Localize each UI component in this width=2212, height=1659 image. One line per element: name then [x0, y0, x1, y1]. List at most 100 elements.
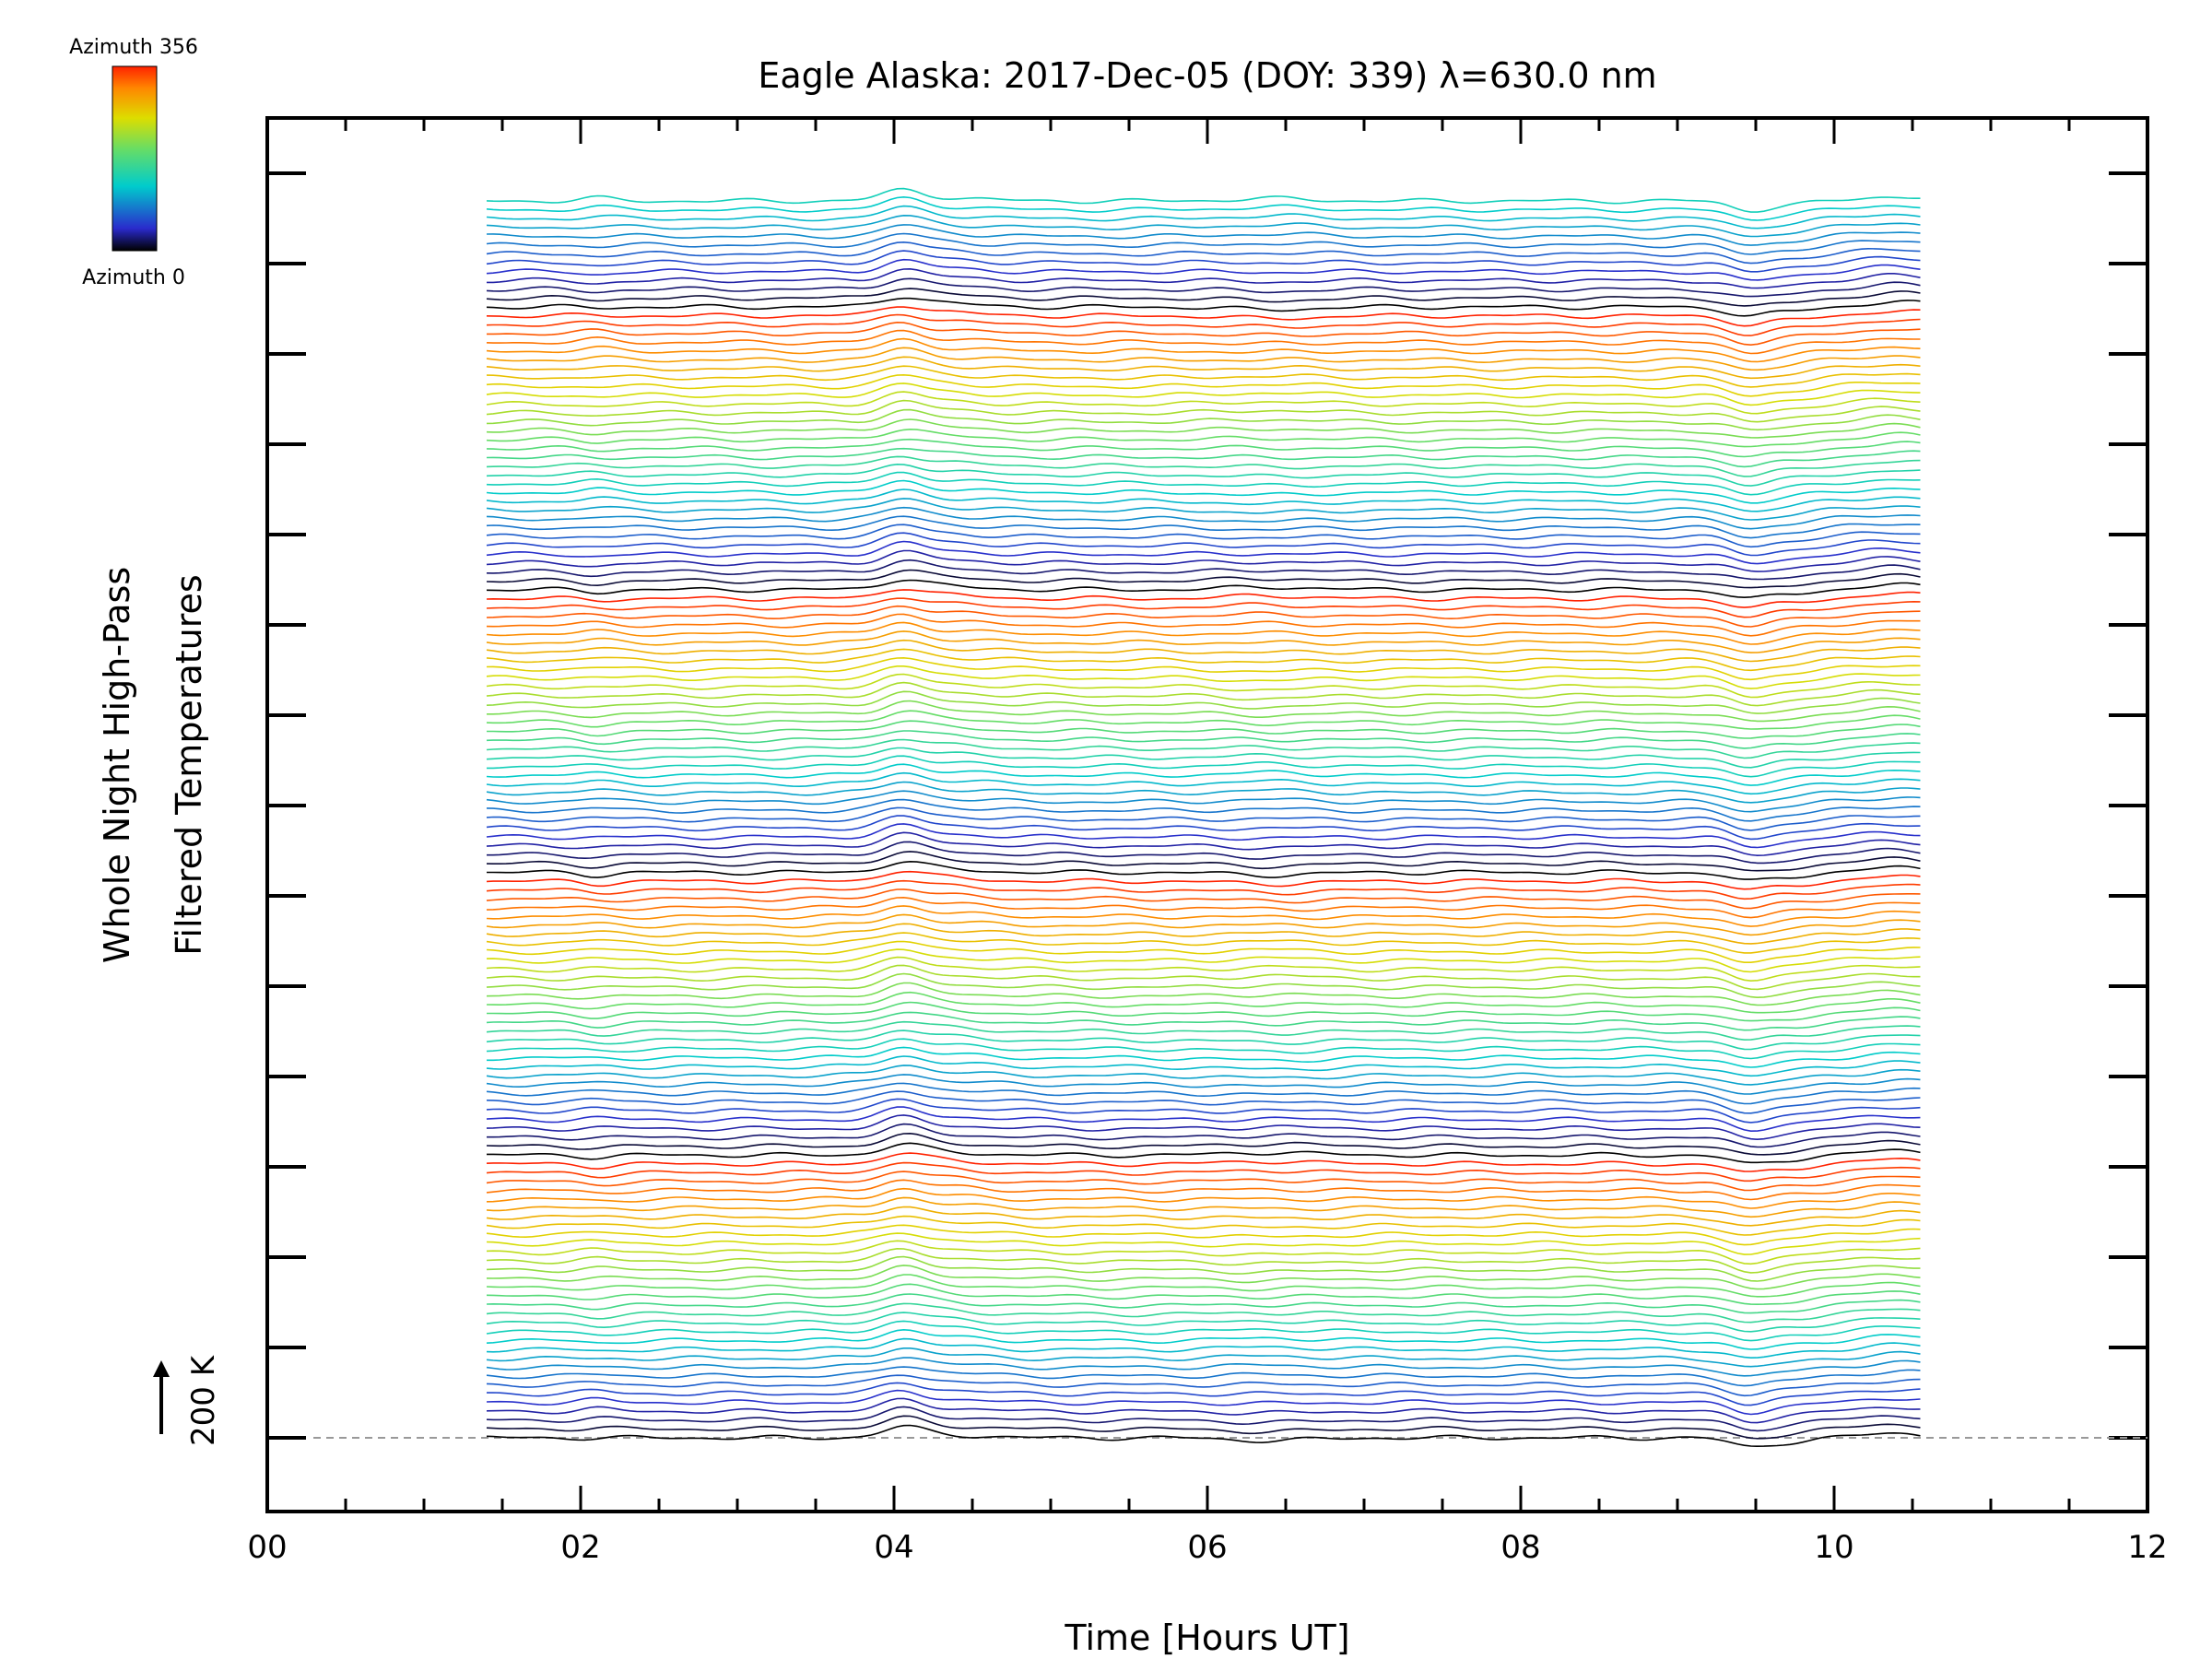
trace-line [486, 373, 1921, 397]
trace-line [486, 391, 1921, 415]
trace-line [486, 438, 1921, 458]
trace-line [486, 579, 1921, 599]
trace-line [486, 1196, 1921, 1218]
x-tick-label: 12 [2127, 1529, 2167, 1566]
trace-line [486, 896, 1921, 919]
trace-line [486, 1171, 1921, 1192]
trace-line [486, 524, 1921, 548]
trace-line [486, 932, 1921, 954]
trace-line [486, 1020, 1921, 1041]
trace-line [486, 1082, 1921, 1105]
trace-line [486, 399, 1921, 423]
trace-line [486, 479, 1921, 504]
trace-line [486, 1389, 1921, 1416]
trace-line [486, 532, 1921, 557]
trace-line [486, 1382, 1921, 1406]
trace-line [486, 964, 1921, 991]
trace-line [486, 972, 1921, 999]
trace-line [486, 1011, 1921, 1031]
trace-line [486, 288, 1921, 307]
trace-line [486, 589, 1921, 608]
trace-line [487, 860, 1921, 880]
trace-line [486, 1090, 1921, 1114]
trace-line [486, 1240, 1921, 1265]
trace-line [486, 1337, 1921, 1359]
trace-line [486, 905, 1921, 927]
trace-line [486, 605, 1921, 628]
scale-marker: 200 K [153, 1354, 222, 1446]
trace-line [486, 913, 1921, 936]
trace-line [486, 771, 1921, 795]
trace-line [486, 1224, 1921, 1246]
trace-line [486, 1030, 1921, 1051]
trace-line [486, 982, 1921, 1006]
trace-line [486, 1320, 1921, 1342]
trace-line [486, 639, 1921, 663]
trace-line [486, 1114, 1921, 1141]
trace-line [486, 1293, 1921, 1314]
trace-line [486, 798, 1921, 822]
x-tick-label: 06 [1187, 1529, 1227, 1566]
trace-line [486, 1074, 1921, 1095]
trace-line [486, 1055, 1921, 1077]
trace-line [486, 347, 1921, 371]
trace-line [486, 515, 1921, 539]
trace-line [486, 1397, 1921, 1424]
trace-line [486, 597, 1921, 618]
trace-line [486, 1328, 1921, 1350]
trace-line [486, 870, 1921, 890]
trace-line [486, 923, 1921, 945]
trace-line [486, 621, 1921, 645]
trace-line [487, 1046, 1921, 1068]
trace-line [486, 337, 1921, 363]
trace-line [486, 365, 1921, 388]
trace-line [486, 656, 1921, 681]
trace-line [486, 1179, 1921, 1201]
trace-line [486, 1232, 1921, 1255]
x-axis-label: Time [Hours UT] [1064, 1618, 1349, 1658]
trace-line [486, 205, 1921, 229]
trace-line [486, 815, 1921, 841]
colorbar-bottom-label: Azimuth 0 [82, 266, 185, 289]
x-tick-label: 02 [560, 1529, 600, 1566]
trace-line [486, 630, 1921, 653]
trace-line [486, 730, 1921, 749]
trace-line [486, 940, 1921, 963]
trace-line [486, 738, 1921, 759]
trace-line [486, 549, 1921, 572]
trace-line [486, 1424, 1921, 1448]
trace-line [486, 1215, 1921, 1236]
trace-line [486, 1265, 1921, 1290]
chart-title: Eagle Alaska: 2017-Dec-05 (DOY: 339) λ=6… [758, 55, 1656, 96]
trace-line [487, 755, 1921, 778]
temperature-traces [486, 187, 1921, 1448]
trace-line [486, 1415, 1921, 1440]
trace-line [486, 888, 1921, 910]
trace-line [487, 700, 1921, 723]
x-tick-label: 08 [1500, 1529, 1540, 1566]
trace-line [486, 781, 1921, 804]
x-axis-ticks [265, 118, 2149, 1512]
trace-line [486, 232, 1921, 255]
trace-line [486, 879, 1921, 900]
trace-line [487, 841, 1921, 865]
trace-line [486, 1106, 1921, 1133]
trace-line [486, 356, 1921, 380]
trace-line [486, 1098, 1921, 1124]
y-axis-label-line1: Whole Night High-Pass [97, 567, 137, 963]
trace-line [487, 720, 1921, 739]
trace-line [486, 498, 1921, 521]
trace-line [486, 851, 1921, 872]
trace-line [486, 382, 1921, 406]
trace-line [486, 613, 1921, 637]
x-tick-label: 10 [1814, 1529, 1853, 1566]
trace-line [486, 948, 1921, 973]
trace-line [486, 956, 1921, 982]
trace-line [486, 648, 1921, 672]
trace-line [486, 408, 1921, 431]
trace-line [486, 306, 1921, 327]
y-axis-ticks [267, 171, 2147, 1440]
trace-line [486, 1283, 1921, 1306]
trace-line [486, 418, 1921, 439]
trace-line [486, 690, 1921, 714]
